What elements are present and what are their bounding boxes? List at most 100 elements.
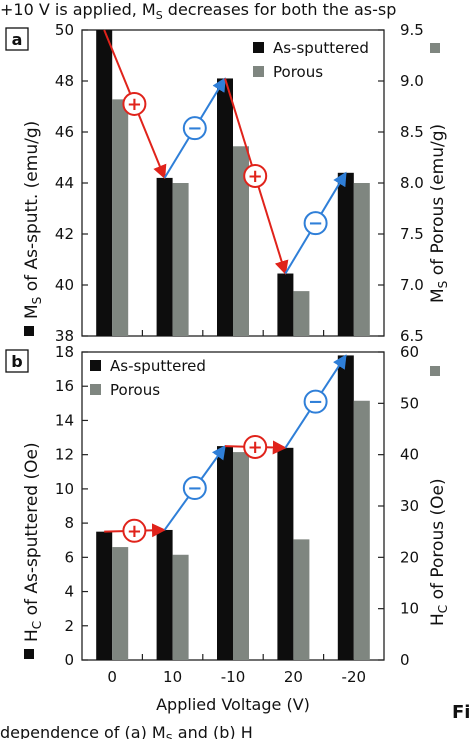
- bottom-caption-sub: S: [166, 732, 173, 739]
- panel-a-right-tick-label: 9.0: [400, 72, 424, 90]
- panel-b-left-tick-label: 0: [64, 651, 74, 669]
- panel-b-bar-porous: [172, 554, 189, 660]
- panel-b-right-tick-label: 0: [400, 651, 410, 669]
- top-caption-sub: S: [156, 9, 163, 22]
- panel-b-left-axis-title: HC of As-sputtered (Oe): [22, 442, 44, 642]
- panel-b-right-tick-label: 20: [400, 548, 419, 566]
- panel-a-right-axis-title-main: M: [428, 288, 448, 303]
- panel-b-legend-swatch: [90, 360, 101, 371]
- figure-label-fragment: Fi: [452, 702, 470, 723]
- panel-b-right-tick-label: 30: [400, 497, 419, 515]
- panel-b-annotation-circle: [182, 476, 207, 501]
- panel-a-right-axis-label: MS of Porous (emu/g): [428, 43, 450, 303]
- panel-b-left-tick-label: 12: [55, 446, 74, 464]
- panel-a-right-tick-label: 7.5: [400, 225, 424, 243]
- panel-b-annotation-symbol: −: [187, 478, 202, 499]
- panel-b-right-axis-title-main: H: [428, 613, 448, 626]
- x-category-label: 20: [284, 668, 303, 686]
- panel-b-left-tick-label: 8: [64, 514, 74, 532]
- panel-b-left-axis-title-main: H: [22, 629, 42, 642]
- panel-a-bar-as-sputtered: [156, 177, 173, 336]
- panel-b-left-tick-label: 4: [64, 583, 74, 601]
- panel-a-right-axis-title-rest: of Porous (emu/g): [428, 124, 448, 281]
- panel-a-annotation-circle: [303, 211, 328, 236]
- panel-a-bar-as-sputtered: [337, 172, 354, 336]
- panel-b-annotation-circle: [303, 389, 328, 414]
- panel-b-right-axis-title-rest: of Porous (Oe): [428, 478, 448, 604]
- panel-b-right-tick-label: 60: [400, 343, 419, 361]
- panel-b-annotation-symbol: +: [248, 437, 263, 458]
- x-category-label: -20: [342, 668, 367, 686]
- panel-b-left-axis-swatch: [24, 649, 34, 659]
- panel-b-left-axis-title-sub: C: [30, 621, 44, 629]
- panel-a-annotation-symbol: +: [127, 94, 142, 115]
- bottom-caption-part: dependence of (a) M: [0, 723, 166, 739]
- panel-a-left-tick-label: 46: [55, 123, 74, 141]
- panel-b-annotation-symbol: −: [308, 392, 323, 413]
- panel-b-left-tick-label: 10: [55, 480, 74, 498]
- panel-a-left-tick-label: 40: [55, 276, 74, 294]
- panel-a-left-axis-title-main: M: [22, 304, 42, 319]
- panel-a-legend-swatch: [253, 66, 264, 77]
- panel-a-legend-label: As-sputtered: [273, 39, 369, 57]
- panel-a-annotation-symbol: +: [248, 166, 263, 187]
- panel-b-right-tick-label: 40: [400, 446, 419, 464]
- panel-a-right-tick-label: 8.5: [400, 123, 424, 141]
- panel-b-bar-as-sputtered: [277, 447, 294, 660]
- top-caption-fragment: +10 V is applied, MS decreases for both …: [0, 0, 396, 22]
- panel-a-annotation-symbol: −: [187, 118, 202, 139]
- panel-b-annotation-circle: [243, 434, 268, 459]
- x-category-label: 10: [163, 668, 182, 686]
- x-category-label: -10: [221, 668, 246, 686]
- bottom-caption-rest: and (b) H: [173, 723, 253, 739]
- panel-b-right-axis-title-sub: C: [436, 605, 450, 613]
- panel-b-bar-as-sputtered: [217, 446, 233, 660]
- panel-a-left-axis-swatch: [24, 326, 34, 336]
- panel-a-right-axis-title: MS of Porous (emu/g): [428, 124, 450, 303]
- x-axis-title: Applied Voltage (V): [156, 695, 310, 714]
- panel-b-bar-as-sputtered: [96, 531, 113, 660]
- panel-b-legend-swatch: [90, 384, 101, 395]
- x-category-label: 0: [107, 668, 117, 686]
- panel-b-left-axis-title-rest: of As-sputtered (Oe): [22, 442, 42, 620]
- panel-a-left-axis-title: MS of As-sputt. (emu/g): [22, 121, 44, 319]
- panel-a-right-tick-label: 9.5: [400, 21, 424, 39]
- panel-b-right-axis-label: HC of Porous (Oe): [428, 366, 450, 626]
- panel-b-label-box: [5, 349, 29, 373]
- panel-b-label: b: [11, 352, 22, 371]
- panel-a-right-tick-label: 8.0: [400, 174, 424, 192]
- panel-a-annotation-symbol: −: [308, 213, 323, 234]
- panel-a-right-tick-label: 6.5: [400, 327, 424, 345]
- panel-a-bar-porous: [233, 146, 249, 336]
- panel-b-left-axis-label: HC of As-sputtered (Oe): [22, 442, 44, 659]
- panel-b-bar-porous: [233, 452, 249, 660]
- panel-a-left-tick-label: 50: [55, 21, 74, 39]
- panel-b-bar-porous: [112, 547, 129, 660]
- panel-a-annotation-circle: [182, 116, 207, 141]
- panel-a-right-tick-label: 7.0: [400, 276, 424, 294]
- panel-b-right-axis-title: HC of Porous (Oe): [428, 478, 450, 626]
- panel-a-left-axis-label: MS of As-sputt. (emu/g): [22, 121, 44, 336]
- panel-a-left-tick-label: 42: [55, 225, 74, 243]
- panel-b-bar-as-sputtered: [337, 355, 354, 660]
- panel-b-left-tick-label: 2: [64, 617, 74, 635]
- panel-b-right-tick-label: 50: [400, 394, 419, 412]
- panel-a-bar-porous: [353, 183, 370, 336]
- panel-b-bar-porous: [293, 539, 310, 660]
- panel-b-annotation-circle: [122, 518, 147, 543]
- panel-a-left-tick-label: 44: [55, 174, 74, 192]
- top-caption-rest: decreases for both the as-sp: [163, 0, 397, 19]
- bottom-caption-fragment: dependence of (a) MS and (b) H: [0, 723, 253, 739]
- panel-a-right-axis-swatch: [430, 43, 440, 53]
- panel-a-bar-as-sputtered: [217, 78, 233, 336]
- panel-a-bar-as-sputtered: [277, 273, 294, 336]
- panel-a-left-tick-label: 48: [55, 72, 74, 90]
- panel-a-left-tick-label: 38: [55, 327, 74, 345]
- panel-a-annotation-circle: [122, 91, 147, 116]
- panel-a-legend-swatch: [253, 42, 264, 53]
- panel-a-right-axis-title-sub: S: [436, 281, 450, 289]
- panel-b-left-tick-label: 18: [55, 343, 74, 361]
- panel-a-label-box: [5, 27, 29, 51]
- panel-a-annotation-circle: [243, 163, 268, 188]
